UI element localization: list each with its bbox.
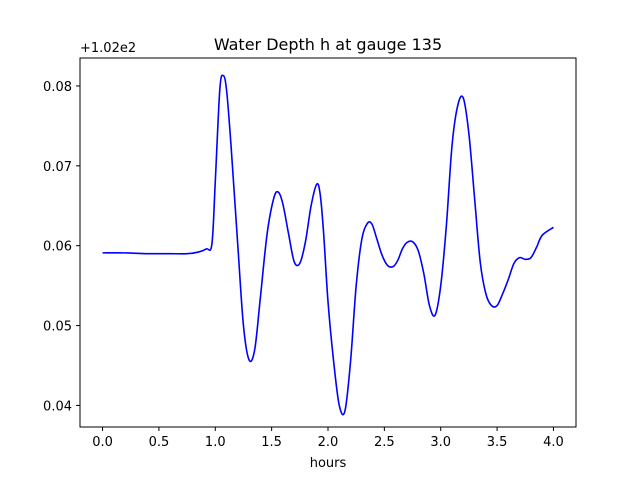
y-offset-label: +1.02e2 — [80, 41, 136, 56]
x-axis-label: hours — [310, 456, 347, 471]
y-tick-label: 0.04 — [43, 399, 72, 414]
y-tick-label: 0.05 — [43, 320, 72, 335]
x-tick-label: 3.0 — [430, 435, 451, 450]
series-line-0 — [102, 74, 554, 416]
x-tick-label: 2.5 — [374, 435, 395, 450]
x-tick-label: 1.0 — [205, 435, 226, 450]
plot-area: 0.0 0.5 1.0 1.5 2.0 2.5 3.0 3.5 4.0 0.04 0.05 0.06 0… — [43, 57, 577, 450]
x-tick-label: 3.5 — [487, 435, 508, 450]
chart-title: Water Depth h at gauge 135 — [214, 35, 442, 54]
y-tick-label: 0.08 — [43, 80, 72, 95]
x-tick-label: 0.5 — [149, 435, 170, 450]
x-tick-label: 2.0 — [318, 435, 339, 450]
x-tick-label: 0.0 — [92, 435, 113, 450]
x-tick-label: 4.0 — [543, 435, 564, 450]
x-tick-label: 1.5 — [261, 435, 282, 450]
y-tick-label: 0.06 — [43, 240, 72, 255]
y-tick-label: 0.07 — [43, 160, 72, 175]
